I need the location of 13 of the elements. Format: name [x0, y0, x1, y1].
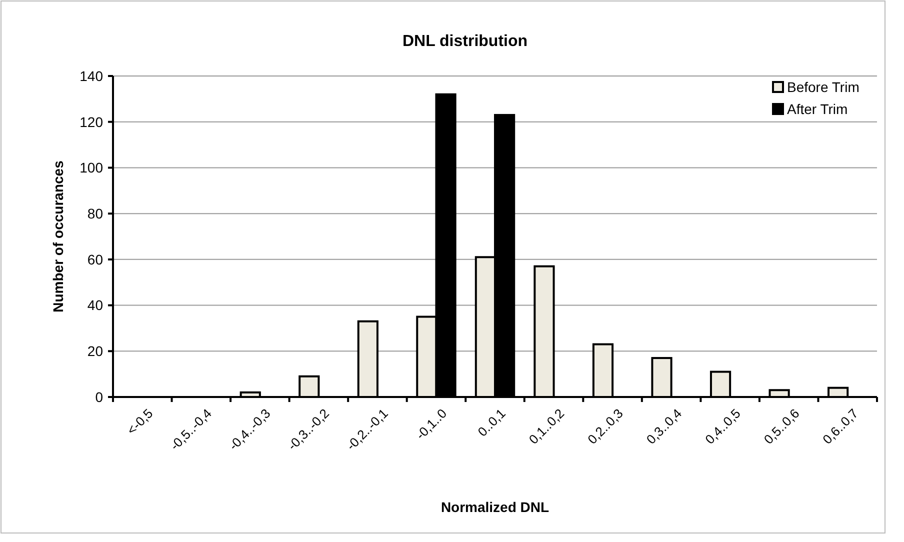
y-tick-label: 80 [87, 205, 104, 222]
legend-label: Before Trim [787, 78, 860, 95]
y-tick-label: 0 [95, 388, 104, 405]
y-tick-label: 120 [80, 114, 104, 130]
y-tick-label: 140 [80, 68, 104, 84]
y-tick-label: 20 [87, 343, 104, 360]
y-tick-label: 60 [87, 251, 104, 268]
x-axis-title: Normalized DNL [440, 499, 550, 515]
y-tick-label: 40 [87, 297, 104, 314]
y-axis-title: Number of occurances [50, 160, 66, 312]
chart-title: DNL distribution [402, 33, 528, 50]
y-tick-label: 100 [80, 160, 104, 176]
legend-label: After Trim [787, 100, 848, 117]
